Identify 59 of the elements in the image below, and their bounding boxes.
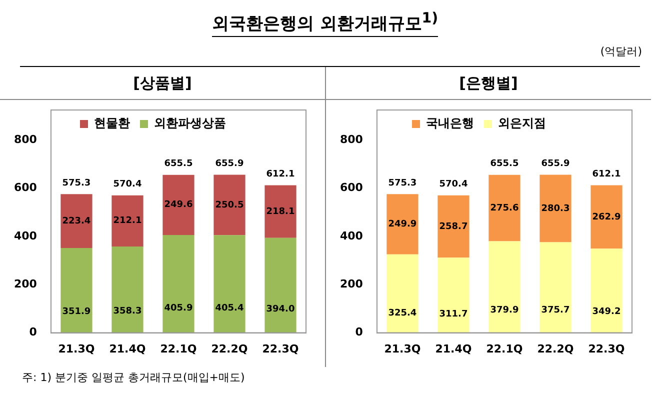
y-tick-label: 400 (340, 229, 364, 242)
x-tick-label: 22.1Q (486, 342, 523, 356)
y-tick-label: 800 (340, 132, 364, 146)
y-tick-label: 0 (355, 326, 364, 339)
x-tick-label: 21.4Q (435, 342, 472, 356)
data-label: 258.7 (439, 222, 468, 232)
text: (억달러) (600, 44, 642, 59)
total-label: 612.1 (592, 170, 621, 180)
x-tick-label: 22.3Q (588, 342, 625, 356)
data-label: 249.6 (164, 200, 193, 210)
x-tick-label: 22.2Q (211, 342, 248, 356)
y-tick-label: 200 (14, 277, 38, 290)
chart-subtitle: [상품별] (0, 67, 325, 100)
x-tick-label: 21.3Q (58, 342, 95, 356)
data-label: 223.4 (62, 216, 91, 226)
data-label: 375.7 (541, 306, 570, 316)
data-label: 262.9 (592, 212, 621, 222)
y-tick-label: 0 (29, 326, 38, 339)
total-label: 570.4 (439, 180, 468, 190)
total-label: 612.1 (266, 170, 295, 180)
y-tick-label: 800 (14, 132, 38, 146)
data-label: 212.1 (113, 216, 142, 226)
chart-title: [은행별] (326, 67, 651, 100)
data-label: 218.1 (266, 206, 295, 217)
data-label: 275.6 (490, 203, 519, 214)
y-tick-label: 600 (14, 181, 38, 194)
total-label: 570.4 (113, 180, 142, 190)
data-label: 379.9 (490, 305, 519, 316)
chart-title: 외국환은행의 외환거래규모$^{1)}$ (212, 10, 438, 36)
y-tick-label: 600 (340, 181, 364, 194)
legend-label: 외은지점 (498, 116, 546, 130)
data-label: 394.0 (266, 304, 295, 314)
x-tick-label: 22.1Q (160, 342, 197, 356)
data-label: 249.9 (388, 220, 417, 230)
x-tick-label: 22.3Q (262, 342, 299, 356)
legend-label: 외환파생상품 (154, 116, 226, 130)
total-label: 575.3 (388, 178, 417, 188)
x-tick-label: 21.3Q (384, 342, 421, 356)
total-label: 655.5 (164, 159, 193, 170)
total-label: 655.9 (215, 159, 244, 170)
data-label: 405.9 (164, 304, 193, 314)
data-label: 349.2 (592, 307, 621, 318)
data-label: 405.4 (215, 304, 244, 314)
legend-label: 국내은행 (426, 116, 474, 130)
y-tick-label: 400 (14, 229, 38, 242)
data-label: 358.3 (113, 306, 142, 317)
total-label: 575.3 (62, 178, 91, 188)
total-label: 655.5 (490, 159, 519, 170)
x-tick-label: 22.2Q (537, 342, 574, 356)
total-label: 655.9 (541, 159, 570, 170)
text: 주: 1) 분기중 일평균 총거래규모(매입+매도) (22, 370, 245, 385)
x-tick-label: 21.4Q (109, 342, 146, 356)
legend-label: 현물환 (94, 116, 130, 130)
data-label: 311.7 (439, 309, 468, 320)
data-label: 351.9 (62, 306, 91, 317)
y-tick-label: 200 (340, 277, 364, 290)
data-label: 280.3 (541, 204, 570, 214)
data-label: 250.5 (215, 200, 244, 210)
data-label: 325.4 (388, 308, 417, 319)
